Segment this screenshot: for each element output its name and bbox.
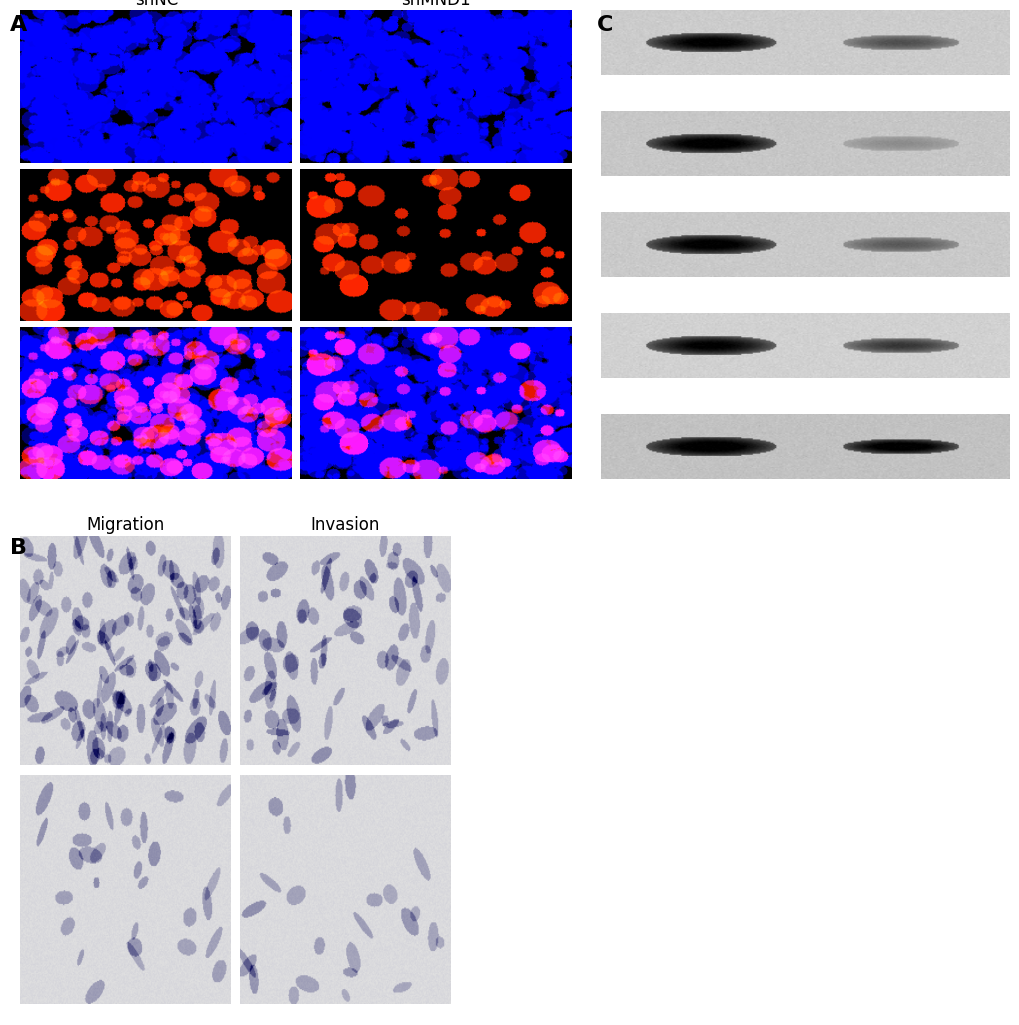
Y-axis label: shMND1: shMND1 xyxy=(0,890,7,947)
Y-axis label: shNC: shNC xyxy=(8,651,21,687)
Text: 0.27: 0.27 xyxy=(884,212,912,226)
Text: 0.52: 0.52 xyxy=(884,313,912,326)
Text: 1.0: 1.0 xyxy=(701,111,720,124)
Title: Migration: Migration xyxy=(87,516,165,534)
Text: 1.0: 1.0 xyxy=(701,414,720,427)
Title: shMND1: shMND1 xyxy=(401,0,471,8)
Text: 1.0: 1.0 xyxy=(701,212,720,226)
Text: A: A xyxy=(10,15,28,36)
Text: 0.58: 0.58 xyxy=(884,111,913,124)
Y-axis label: Edu: Edu xyxy=(0,245,7,272)
Text: C: C xyxy=(596,15,612,36)
Y-axis label: Hoechst: Hoechst xyxy=(8,86,21,142)
Title: Invasion: Invasion xyxy=(310,516,379,534)
Y-axis label: overlay: overlay xyxy=(0,403,7,455)
Text: 1.0: 1.0 xyxy=(701,313,720,326)
Title: shNC: shNC xyxy=(135,0,177,8)
Text: 0.72: 0.72 xyxy=(884,414,912,427)
Text: B: B xyxy=(10,538,28,559)
